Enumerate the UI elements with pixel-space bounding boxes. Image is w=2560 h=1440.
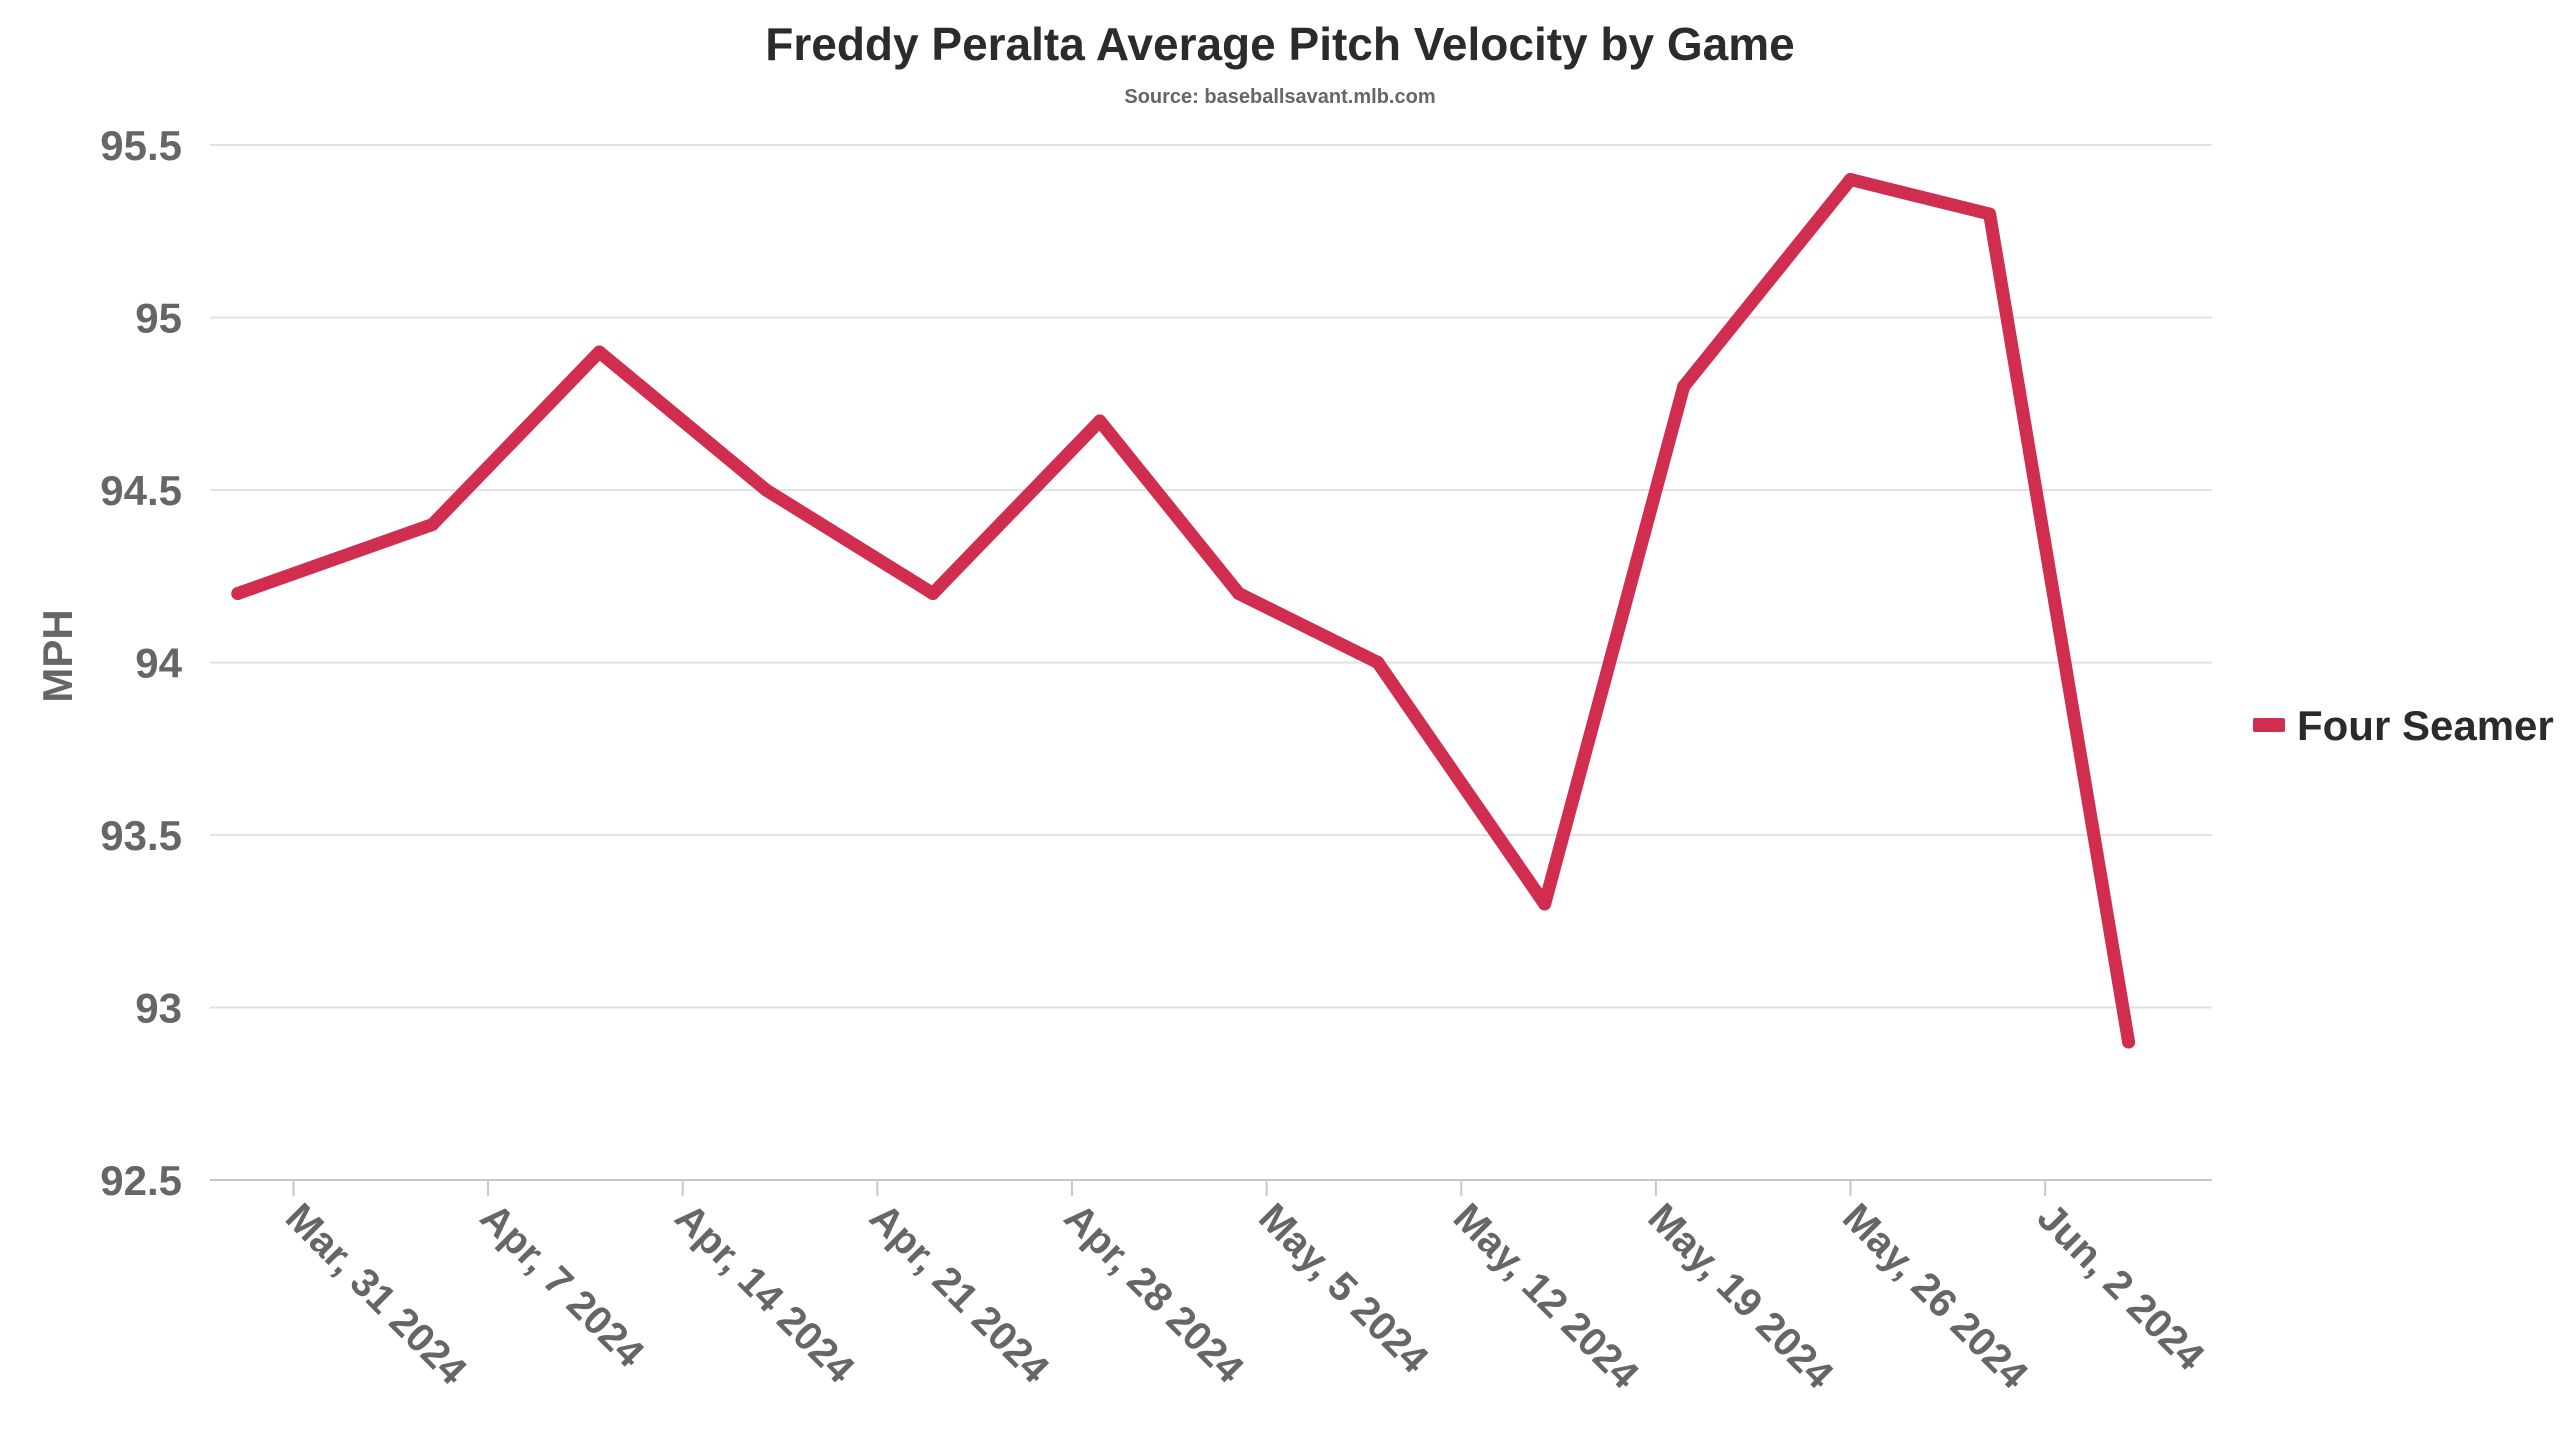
x-tick-label: Apr, 21 2024 [861,1195,1058,1392]
y-tick-label: 95 [135,295,182,342]
y-axis-ticks: 92.5 93 93.5 94 94.5 95 95.5 [100,122,182,1204]
data-point [1093,414,1107,428]
x-tick-label: Apr, 28 2024 [1056,1195,1253,1392]
data-point [425,518,439,531]
y-tick-label: 93 [135,985,182,1032]
x-tick-label: May, 26 2024 [1834,1195,2037,1398]
x-tick-label: Apr, 7 2024 [472,1195,653,1376]
y-tick-label: 95.5 [100,122,182,169]
data-point [1232,587,1246,600]
chart-subtitle: Source: baseballsavant.mlb.com [1124,86,1435,108]
data-point [1844,173,1858,186]
data-point [592,345,606,359]
x-tick-label: Mar, 31 2024 [277,1195,475,1393]
data-point [1677,380,1691,393]
y-axis-label: MPH [34,609,81,702]
gridlines [210,144,2212,1009]
data-point [231,587,245,600]
data-point [2122,1035,2136,1049]
x-tick-label: May, 5 2024 [1250,1195,1437,1382]
legend: Four Seamer [2253,702,2554,749]
legend-swatch [2253,718,2285,732]
y-tick-label: 93.5 [100,812,182,859]
data-point [1371,656,1385,669]
x-tick-label: May, 19 2024 [1640,1195,1843,1398]
legend-label: Four Seamer [2297,702,2554,749]
y-tick-label: 94 [135,640,182,687]
series-lines [231,173,2136,1049]
series-line-four-seamer [231,173,2136,1049]
data-point [1983,207,1997,221]
x-tick-label: Apr, 14 2024 [666,1195,863,1392]
chart-title: Freddy Peralta Average Pitch Velocity by… [765,18,1794,70]
y-tick-label: 92.5 [100,1157,182,1204]
x-tick-label: Jun, 2 2024 [2029,1195,2213,1379]
x-tick-label: May, 12 2024 [1445,1195,1648,1398]
data-point [926,587,940,600]
data-point [759,483,773,497]
y-tick-label: 94.5 [100,467,182,514]
data-point [1538,897,1552,911]
